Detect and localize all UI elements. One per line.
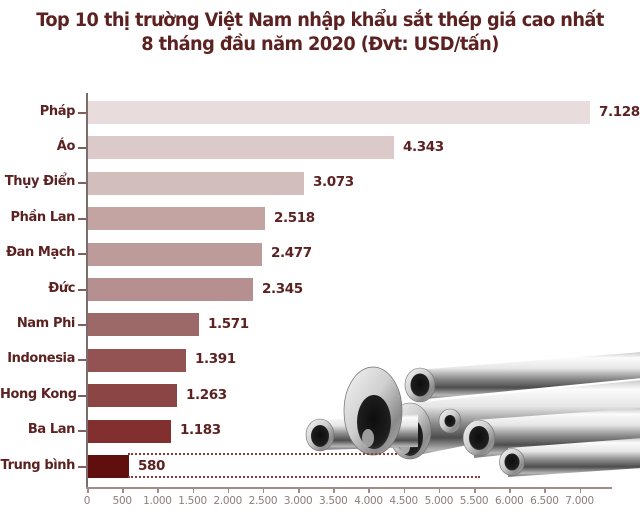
x-tick-label: 4.500 bbox=[389, 495, 418, 507]
value-label: 580 bbox=[138, 457, 165, 474]
chart-title-line-1: Top 10 thị trường Việt Nam nhập khẩu sắt… bbox=[36, 10, 604, 31]
value-label: 2.477 bbox=[271, 245, 312, 262]
category-tick bbox=[78, 394, 86, 397]
x-axis-tick bbox=[298, 487, 300, 493]
value-label: 1.263 bbox=[186, 386, 227, 403]
x-tick-label: 2.000 bbox=[213, 495, 243, 507]
bar bbox=[88, 419, 171, 443]
category-label: Áo bbox=[56, 138, 76, 154]
bar bbox=[88, 101, 590, 124]
bar bbox=[88, 136, 394, 160]
value-label: 2.345 bbox=[262, 280, 303, 297]
x-tick-label: 1.000 bbox=[143, 495, 172, 507]
bar bbox=[88, 171, 304, 195]
x-axis-tick bbox=[438, 487, 441, 493]
category-tick bbox=[78, 146, 86, 149]
category-label: Đan Mạch bbox=[6, 245, 75, 261]
x-axis-tick bbox=[579, 487, 582, 493]
category-label: Trung bình bbox=[0, 457, 76, 473]
x-tick-label: 0 bbox=[83, 495, 91, 507]
x-axis-tick bbox=[509, 487, 511, 493]
chart-title-line-2: 8 tháng đầu năm 2020 (Đvt: USD/tấn) bbox=[141, 34, 499, 56]
x-axis-tick bbox=[262, 487, 265, 493]
x-tick-label: 5.000 bbox=[424, 495, 454, 507]
x-axis-tick bbox=[403, 487, 406, 493]
x-tick-label: 1.500 bbox=[178, 495, 207, 507]
bar bbox=[88, 278, 253, 301]
x-axis-tick bbox=[157, 487, 159, 493]
x-tick-label: 5.500 bbox=[459, 495, 489, 507]
category-label: Phần Lan bbox=[10, 209, 76, 225]
x-axis-tick bbox=[192, 487, 195, 493]
y-axis-line bbox=[86, 93, 88, 487]
category-label: Ba Lan bbox=[27, 422, 76, 438]
category-label: Hong Kong bbox=[0, 386, 77, 402]
x-tick-label: 6.000 bbox=[494, 495, 524, 507]
category-tick bbox=[78, 217, 86, 220]
bar bbox=[88, 348, 186, 372]
x-tick-label: 500 bbox=[112, 495, 132, 507]
x-tick-label: 7.000 bbox=[565, 495, 594, 507]
category-tick bbox=[78, 288, 86, 291]
category-tick bbox=[78, 430, 86, 433]
value-label: 2.518 bbox=[274, 209, 315, 226]
category-tick bbox=[78, 323, 86, 326]
value-label: 3.073 bbox=[313, 174, 354, 191]
chart-title: Top 10 thị trường Việt Nam nhập khẩu sắt… bbox=[13, 9, 627, 58]
x-tick-label: 4.000 bbox=[354, 495, 383, 507]
x-tick-label: 3.000 bbox=[283, 495, 313, 507]
x-axis-tick bbox=[368, 487, 370, 493]
bar bbox=[88, 455, 129, 478]
x-tick-label: 2.500 bbox=[248, 495, 278, 507]
x-axis-line bbox=[86, 487, 612, 489]
category-tick bbox=[78, 182, 86, 185]
value-label: 1.183 bbox=[180, 422, 221, 439]
bar bbox=[88, 207, 265, 231]
x-axis-tick bbox=[474, 487, 476, 493]
x-axis-tick bbox=[227, 487, 230, 493]
value-label: 1.391 bbox=[195, 351, 236, 368]
category-tick bbox=[78, 359, 86, 362]
value-label: 4.343 bbox=[403, 138, 444, 155]
category-tick bbox=[78, 253, 86, 256]
value-label: 1.571 bbox=[208, 315, 249, 332]
x-axis-tick bbox=[87, 487, 89, 493]
x-axis-tick bbox=[122, 487, 124, 493]
bar bbox=[88, 242, 262, 266]
average-dotted-line-bottom bbox=[128, 476, 480, 478]
category-label: Đức bbox=[48, 280, 75, 296]
x-axis-tick bbox=[544, 487, 546, 493]
category-label: Thụy Điển bbox=[4, 174, 76, 190]
x-tick-label: 3.500 bbox=[319, 495, 348, 507]
category-label: Nam Phi bbox=[16, 315, 76, 331]
bar bbox=[88, 384, 177, 408]
bar bbox=[88, 313, 199, 337]
x-axis-tick bbox=[333, 487, 335, 493]
steel-pipes-image bbox=[305, 352, 640, 477]
average-dotted-line-top bbox=[128, 453, 397, 455]
value-label: 7.128 bbox=[599, 103, 640, 120]
category-label: Indonesia bbox=[7, 351, 75, 367]
category-label: Pháp bbox=[39, 103, 76, 119]
category-tick bbox=[78, 111, 86, 114]
x-tick-label: 6.500 bbox=[530, 495, 559, 507]
category-tick bbox=[78, 465, 86, 468]
